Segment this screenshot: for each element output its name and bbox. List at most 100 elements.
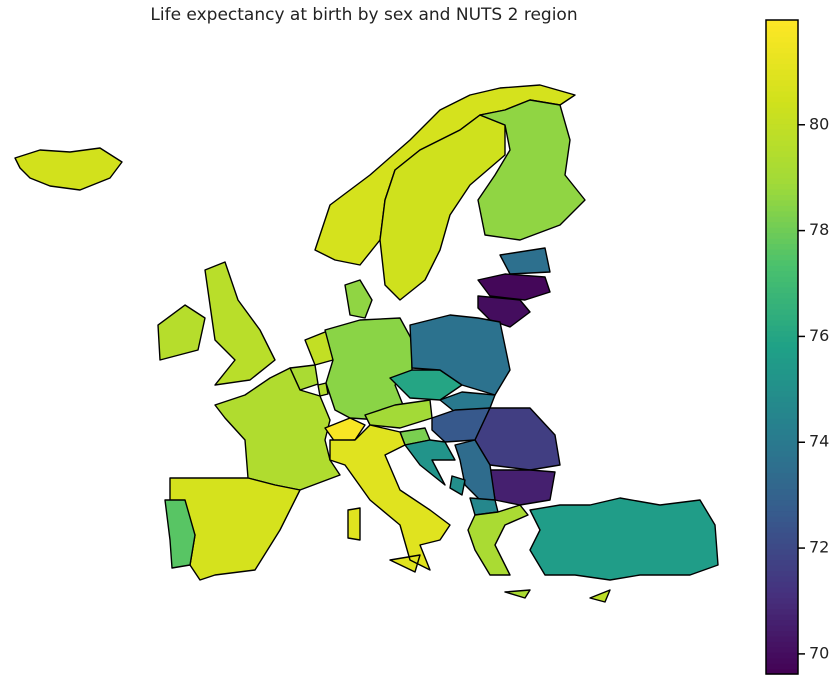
- colorbar-segment: [766, 101, 798, 108]
- colorbar-segment: [766, 248, 798, 255]
- region: [449, 475, 466, 496]
- region: [329, 424, 451, 573]
- colorbar-segment: [766, 145, 798, 152]
- colorbar-tick-label: 76: [809, 326, 829, 345]
- colorbar-segment: [766, 167, 798, 174]
- colorbar-segment: [766, 646, 798, 653]
- colorbar-segment: [766, 123, 798, 130]
- colorbar-segment: [766, 139, 798, 146]
- colorbar-segment: [766, 652, 798, 659]
- colorbar-segment: [766, 199, 798, 206]
- colorbar-segment: [766, 79, 798, 86]
- colorbar-segment: [766, 259, 798, 266]
- colorbar-segment: [766, 630, 798, 637]
- colorbar-segment: [766, 439, 798, 446]
- colorbar-segment: [766, 303, 798, 310]
- colorbar-segment: [766, 385, 798, 392]
- colorbar-segment: [766, 450, 798, 457]
- colorbar-segment: [766, 445, 798, 452]
- colorbar-tick-label: 78: [809, 220, 829, 239]
- colorbar-segment: [766, 314, 798, 321]
- colorbar-segment: [766, 379, 798, 386]
- colorbar-segment: [766, 336, 798, 343]
- colorbar-segment: [766, 85, 798, 92]
- colorbar-segment: [766, 668, 798, 675]
- region: [467, 504, 531, 599]
- colorbar-segment: [766, 657, 798, 664]
- colorbar-segment: [766, 559, 798, 566]
- region: [379, 114, 506, 301]
- colorbar-segment: [766, 461, 798, 468]
- colorbar-segment: [766, 232, 798, 239]
- chart-title: Life expectancy at birth by sex and NUTS…: [150, 5, 577, 25]
- colorbar-segment: [766, 129, 798, 136]
- colorbar-segment: [766, 466, 798, 473]
- colorbar-segment: [766, 63, 798, 70]
- colorbar-segment: [766, 161, 798, 168]
- colorbar-segment: [766, 401, 798, 408]
- colorbar-segment: [766, 548, 798, 555]
- colorbar-segment: [766, 554, 798, 561]
- colorbar-segment: [766, 603, 798, 610]
- region: [344, 279, 373, 319]
- colorbar-segment: [766, 597, 798, 604]
- colorbar-segment: [766, 156, 798, 163]
- colorbar-segment: [766, 221, 798, 228]
- colorbar-segment: [766, 52, 798, 59]
- colorbar-segment: [766, 58, 798, 65]
- colorbar-segment: [766, 624, 798, 631]
- colorbar-segment: [766, 69, 798, 76]
- colorbar-segment: [766, 412, 798, 419]
- colorbar-segment: [766, 357, 798, 364]
- colorbar-segment: [766, 565, 798, 572]
- colorbar-segment: [766, 641, 798, 648]
- colorbar: 70 72 74 76 78 80: [765, 19, 829, 675]
- region: [477, 99, 586, 241]
- colorbar-tick-label: 80: [809, 114, 829, 133]
- colorbar-segment: [766, 150, 798, 157]
- region: [529, 497, 719, 581]
- colorbar-segment: [766, 434, 798, 441]
- colorbar-segment: [766, 396, 798, 403]
- colorbar-segment: [766, 570, 798, 577]
- colorbar-segment: [766, 210, 798, 217]
- colorbar-segment: [766, 20, 798, 27]
- colorbar-tick-label: 72: [809, 538, 829, 557]
- colorbar-segment: [766, 178, 798, 185]
- colorbar-segment: [766, 347, 798, 354]
- colorbar-segment: [766, 188, 798, 195]
- colorbar-segment: [766, 297, 798, 304]
- region: [439, 391, 496, 413]
- colorbar-segment: [766, 325, 798, 332]
- colorbar-segment: [766, 352, 798, 359]
- colorbar-segment: [766, 227, 798, 234]
- region: [489, 469, 556, 506]
- colorbar-segment: [766, 510, 798, 517]
- colorbar-segment: [766, 586, 798, 593]
- colorbar-segment: [766, 526, 798, 533]
- region: [14, 147, 123, 191]
- colorbar-segment: [766, 74, 798, 81]
- colorbar-segment: [766, 428, 798, 435]
- colorbar-segment: [766, 96, 798, 103]
- region: [214, 367, 341, 491]
- colorbar-segment: [766, 172, 798, 179]
- colorbar-segment: [766, 477, 798, 484]
- colorbar-segment: [766, 363, 798, 370]
- colorbar-segment: [766, 515, 798, 522]
- colorbar-segment: [766, 537, 798, 544]
- region: [474, 407, 561, 471]
- colorbar-segment: [766, 635, 798, 642]
- colorbar-segment: [766, 287, 798, 294]
- region: [409, 314, 511, 396]
- colorbar-segment: [766, 194, 798, 201]
- map: [14, 84, 719, 603]
- region: [477, 273, 551, 301]
- colorbar-tick-label: 70: [809, 643, 829, 662]
- colorbar-segment: [766, 118, 798, 125]
- colorbar-segment: [766, 238, 798, 245]
- colorbar-segment: [766, 575, 798, 582]
- colorbar-segment: [766, 281, 798, 288]
- colorbar-segment: [766, 25, 798, 32]
- colorbar-segment: [766, 47, 798, 54]
